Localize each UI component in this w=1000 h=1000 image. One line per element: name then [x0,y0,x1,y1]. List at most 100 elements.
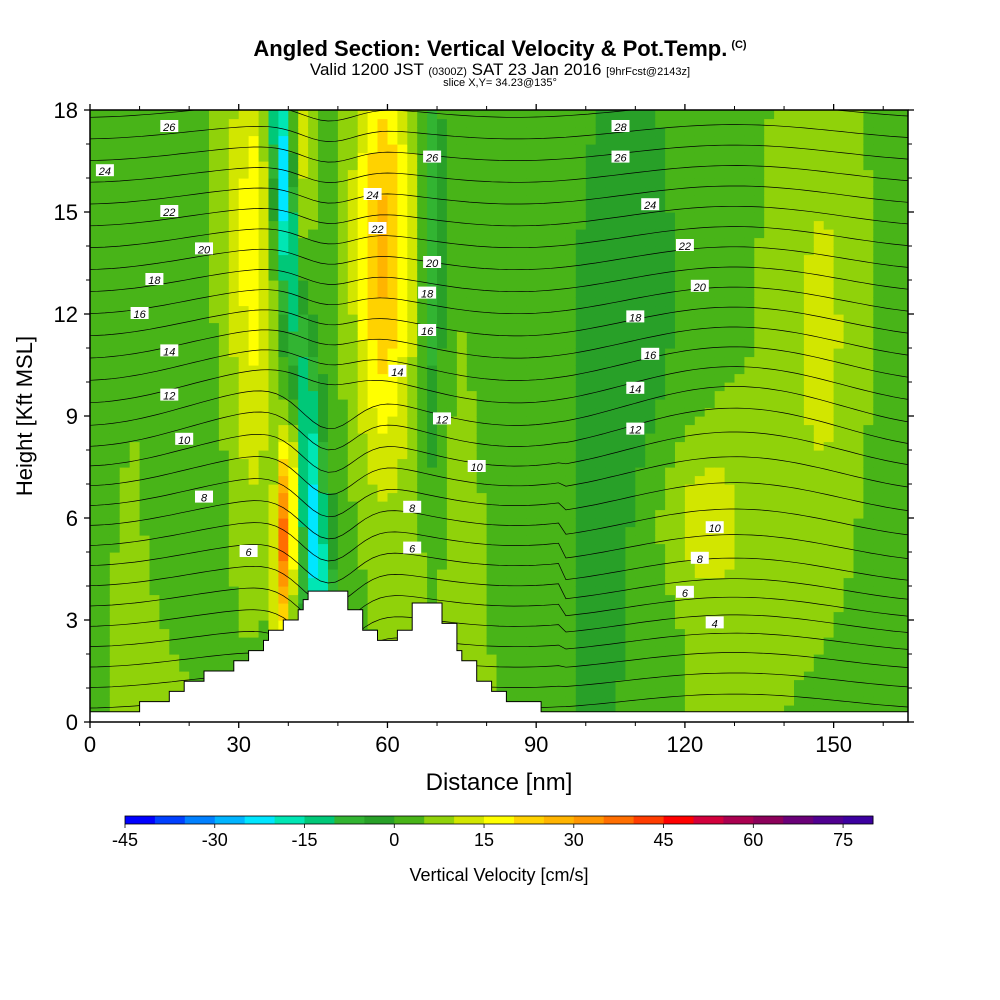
velocity-cell [397,229,408,239]
velocity-cell [754,161,765,171]
velocity-cell [238,518,250,528]
velocity-cell [446,220,458,230]
velocity-cell [119,356,131,366]
velocity-cell [357,186,369,196]
velocity-cell [754,382,765,392]
velocity-cell [367,178,379,188]
velocity-cell [318,586,329,596]
velocity-cell [714,679,726,689]
velocity-cell [635,348,646,358]
velocity-cell [159,577,170,587]
velocity-cell [437,424,448,434]
velocity-cell [546,348,557,358]
velocity-cell [367,501,379,511]
velocity-cell [367,424,379,434]
velocity-cell [635,492,646,502]
velocity-cell [129,348,141,358]
velocity-cell [139,169,151,179]
velocity-cell [387,399,398,409]
velocity-cell [645,688,656,698]
velocity-cell [367,492,379,502]
velocity-cell [774,509,785,519]
velocity-cell [704,509,716,519]
velocity-cell [565,322,577,332]
velocity-cell [437,484,448,494]
velocity-cell [575,246,587,256]
velocity-cell [337,161,349,171]
velocity-cell [764,671,775,681]
velocity-cell [615,407,626,417]
velocity-cell [129,152,141,162]
velocity-cell [278,348,289,358]
velocity-cell [546,526,557,536]
velocity-cell [526,603,537,613]
velocity-cell [248,373,260,383]
velocity-cell [189,237,200,247]
velocity-cell [139,526,151,536]
velocity-cell [516,620,527,630]
velocity-cell [565,577,577,587]
velocity-cell [456,594,468,604]
velocity-cell [159,654,170,664]
velocity-cell [536,365,547,375]
velocity-cell [446,118,458,128]
velocity-cell [129,246,141,256]
velocity-cell [268,169,279,179]
velocity-cell [149,263,160,273]
velocity-cell [258,484,270,494]
velocity-cell [377,348,388,358]
velocity-cell [397,322,408,332]
velocity-cell [179,518,190,528]
velocity-cell [228,569,240,579]
velocity-cell [209,560,220,570]
velocity-cell [377,178,388,188]
velocity-cell [744,365,755,375]
velocity-cell [526,535,537,545]
velocity-cell [506,161,517,171]
velocity-cell [496,433,507,443]
velocity-cell [456,552,468,562]
velocity-cell [258,594,270,604]
velocity-cell [595,705,607,715]
velocity-cell [655,441,666,451]
velocity-cell [684,135,696,145]
velocity-cell [625,662,636,672]
velocity-cell [724,118,736,128]
velocity-cell [337,543,349,553]
velocity-cell [407,331,418,341]
velocity-cell [575,263,587,273]
velocity-cell [476,178,488,188]
velocity-cell [665,603,676,613]
velocity-cell [595,118,607,128]
velocity-cell [268,407,279,417]
velocity-cell [526,271,537,281]
velocity-cell [109,152,121,162]
velocity-cell [367,161,379,171]
velocity-cell [209,552,220,562]
velocity-cell [655,254,666,264]
velocity-cell [298,220,309,230]
velocity-cell [546,671,557,681]
velocity-cell [714,254,726,264]
velocity-cell [575,560,587,570]
velocity-cell [149,178,160,188]
velocity-cell [367,586,379,596]
velocity-cell [724,229,736,239]
velocity-cell [90,569,101,579]
velocity-cell [605,424,617,434]
velocity-cell [417,399,428,409]
velocity-cell [417,373,428,383]
velocity-cell [546,356,557,366]
velocity-cell [99,509,111,519]
velocity-cell [734,407,745,417]
velocity-cell [377,339,388,349]
velocity-cell [199,416,210,426]
velocity-cell [437,577,448,587]
velocity-cell [129,212,141,222]
velocity-cell [536,671,547,681]
velocity-cell [278,203,289,213]
velocity-cell [387,407,398,417]
velocity-cell [675,552,686,562]
velocity-cell [694,178,706,188]
velocity-cell [228,577,240,587]
